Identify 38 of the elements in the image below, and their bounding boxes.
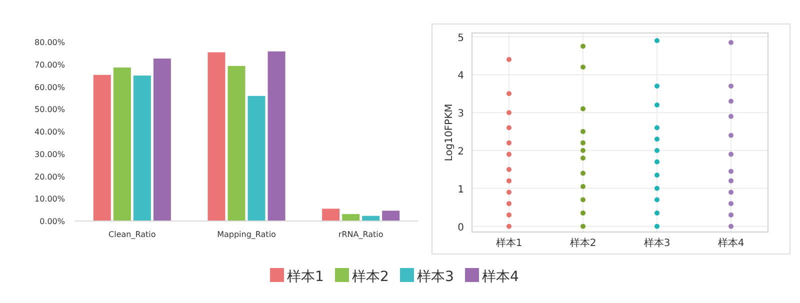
y-axis-title: Log10FPKM (444, 104, 455, 162)
x-tick-label: Clean_Ratio (108, 230, 156, 239)
bar (153, 58, 171, 221)
bar (113, 68, 131, 221)
y-tick-label: 2 (458, 146, 464, 158)
y-tick-label: 70.00% (34, 60, 66, 70)
y-tick-label: 10.00% (34, 194, 66, 204)
y-tick-label: 50.00% (34, 105, 66, 114)
y-tick-label: 4 (458, 70, 464, 82)
bar (133, 76, 151, 221)
y-tick-label: 40.00% (34, 128, 66, 136)
bar (93, 74, 111, 221)
y-tick-label: 30.00% (34, 150, 66, 159)
y-tick-label: 80.00% (34, 38, 66, 47)
legend-label: 样本3 (417, 269, 454, 285)
legend-label: 样本1 (287, 269, 324, 285)
bar (268, 51, 286, 221)
bar (248, 96, 266, 221)
y-tick-label: 20.00% (34, 172, 66, 182)
x-tick-label: 样本1 (496, 237, 522, 249)
bar (342, 214, 360, 221)
y-tick-label: 5 (458, 32, 464, 44)
x-tick-label: rRNA_Ratio (338, 230, 384, 239)
bar (322, 208, 340, 221)
x-tick-label: 样本2 (570, 237, 596, 249)
legend-label: 样本2 (352, 269, 389, 285)
y-tick-label: 60.00% (34, 82, 66, 92)
bar (208, 52, 226, 221)
y-tick-label: 3 (458, 108, 464, 120)
x-tick-label: Mapping_Ratio (217, 230, 276, 239)
bar (382, 210, 400, 221)
legend-label: 样本4 (482, 269, 519, 285)
y-tick-label: 0.00% (40, 217, 66, 226)
bar (228, 66, 246, 221)
y-tick-label: 1 (458, 184, 464, 196)
x-tick-label: 样本3 (644, 237, 670, 249)
y-tick-label: 0 (458, 222, 464, 234)
x-tick-label: 样本4 (718, 237, 744, 249)
